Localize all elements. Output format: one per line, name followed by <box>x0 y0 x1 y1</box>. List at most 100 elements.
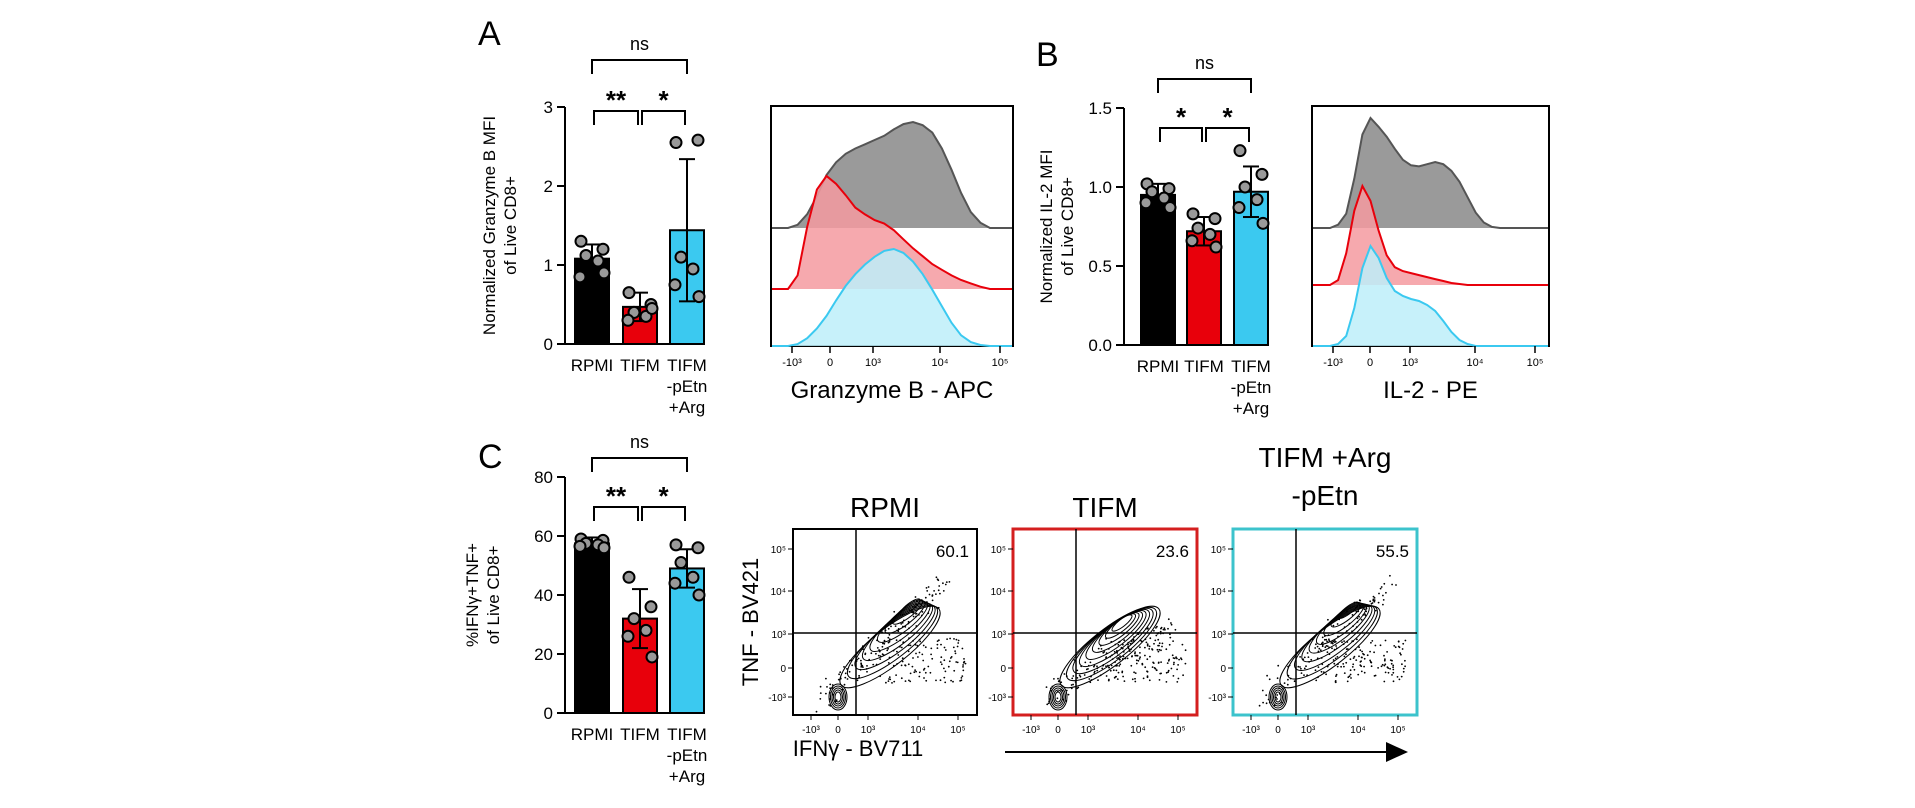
event-dot <box>1152 661 1154 664</box>
event-dot <box>1116 678 1119 680</box>
event-dot <box>942 590 945 592</box>
event-dot <box>1045 686 1048 688</box>
event-dot <box>1265 694 1268 697</box>
y-tick-label: 1 <box>544 256 553 275</box>
event-dot <box>1180 657 1182 659</box>
event-dot <box>1083 674 1086 676</box>
event-dot <box>1266 674 1268 677</box>
event-dot <box>956 661 959 664</box>
event-dot <box>895 639 898 642</box>
event-dot <box>1391 674 1393 676</box>
event-dot <box>935 593 937 595</box>
event-dot <box>1165 648 1168 651</box>
event-dot <box>1141 663 1144 666</box>
y-tick-label: 0 <box>544 335 553 354</box>
event-dot <box>1079 675 1082 678</box>
event-dot <box>924 646 927 649</box>
event-dot <box>962 669 965 672</box>
contour-line <box>1050 685 1066 709</box>
event-dot <box>930 653 932 656</box>
event-dot <box>925 679 928 682</box>
event-dot <box>1306 652 1309 654</box>
x-tick-label: 10³ <box>1081 725 1096 736</box>
significance-label: * <box>658 85 669 115</box>
event-dot <box>1317 666 1320 668</box>
event-dot <box>1130 664 1133 667</box>
data-point <box>1250 193 1264 207</box>
x-tick-label: +Arg <box>669 767 705 786</box>
x-tick-label: 10⁵ <box>950 725 965 736</box>
y-tick-label: 20 <box>534 645 553 664</box>
event-dot <box>1374 609 1377 612</box>
contour-line <box>899 598 921 616</box>
contour-line <box>834 691 842 703</box>
y-tick-label: 10⁵ <box>771 545 786 556</box>
event-dot <box>954 650 956 652</box>
data-point <box>621 313 635 327</box>
event-dot <box>1151 666 1154 668</box>
x-tick-label: +Arg <box>1233 399 1269 418</box>
event-dot <box>948 581 951 583</box>
event-dot <box>881 645 884 648</box>
event-dot <box>1325 645 1328 647</box>
contour-line <box>1111 614 1133 632</box>
event-dot <box>907 620 910 623</box>
event-dot <box>1392 671 1395 674</box>
event-dot <box>1334 680 1337 682</box>
significance-bracket <box>591 59 688 74</box>
event-dot <box>1165 681 1168 683</box>
x-tick-label: -10³ <box>1323 357 1343 369</box>
event-dot <box>1358 599 1361 602</box>
y-tick-label: 10³ <box>992 630 1007 641</box>
event-dot <box>848 670 851 673</box>
event-dot <box>1096 665 1098 668</box>
event-dot <box>1174 628 1177 631</box>
event-dot <box>1076 677 1079 679</box>
event-dot <box>1135 659 1138 662</box>
event-dot <box>904 664 907 667</box>
x-tick-label: 0 <box>835 725 841 736</box>
event-dot <box>1178 658 1180 661</box>
event-dot <box>1356 638 1358 641</box>
event-dot <box>1389 667 1391 670</box>
flow-plot <box>788 528 978 720</box>
flow-plot <box>1008 527 1199 720</box>
event-dot <box>1319 649 1322 652</box>
event-dot <box>1117 643 1120 646</box>
x-tick-label: TIFM <box>667 725 707 744</box>
event-dot <box>846 678 849 680</box>
event-dot <box>909 672 912 675</box>
y-tick-label: 10³ <box>772 630 787 641</box>
event-dot <box>1146 627 1149 630</box>
data-point <box>674 250 688 264</box>
event-dot <box>950 679 952 682</box>
event-dot <box>1057 677 1059 680</box>
event-dot <box>1380 665 1383 668</box>
event-dot <box>921 611 924 613</box>
event-dot <box>838 673 840 676</box>
event-dot <box>1108 678 1110 681</box>
event-dot <box>1287 678 1289 681</box>
event-dot <box>1169 636 1172 639</box>
event-dot <box>1384 663 1387 666</box>
data-point <box>573 539 587 553</box>
y-tick-label: 1.5 <box>1088 99 1112 118</box>
x-tick-label: 10³ <box>865 357 881 369</box>
event-dot <box>1112 669 1115 672</box>
event-dot <box>1056 697 1059 700</box>
event-dot <box>1138 658 1141 660</box>
data-point <box>645 650 659 664</box>
event-dot <box>1395 584 1397 586</box>
event-dot <box>1384 639 1387 642</box>
event-dot <box>942 582 944 585</box>
event-dot <box>1149 655 1151 658</box>
x-tick-label: 10⁵ <box>992 357 1009 369</box>
event-dot <box>1134 680 1137 683</box>
event-dot <box>943 667 945 670</box>
event-dot <box>1184 662 1187 665</box>
event-dot <box>1100 648 1103 650</box>
event-dot <box>1340 665 1342 668</box>
event-dot <box>1146 670 1148 673</box>
y-tick-label: 60 <box>534 527 553 546</box>
